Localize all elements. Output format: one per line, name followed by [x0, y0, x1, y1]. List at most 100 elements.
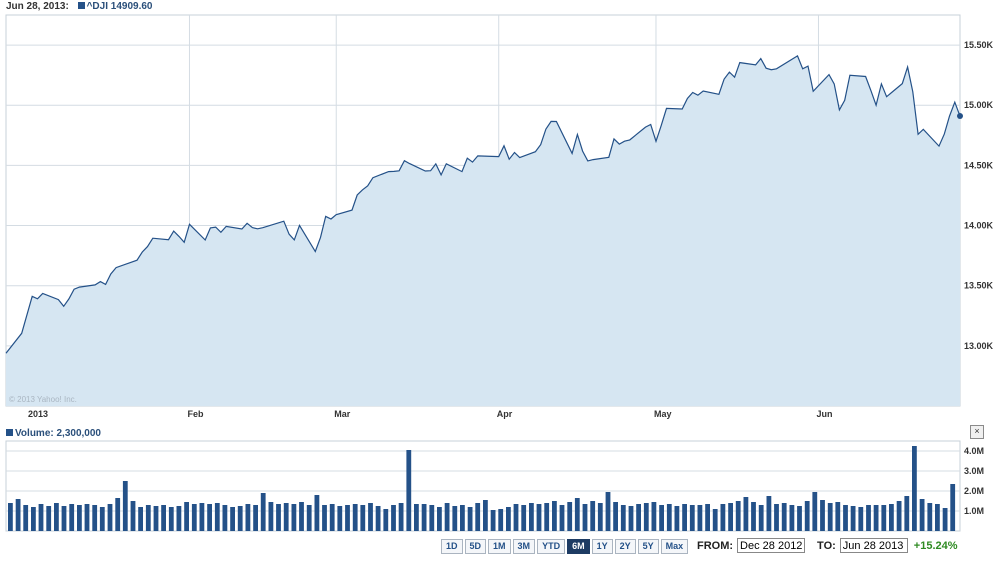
volume-tick-label: 1.0M	[964, 506, 984, 516]
volume-bar	[590, 501, 596, 531]
volume-bar	[873, 505, 879, 531]
volume-bar	[245, 504, 251, 531]
volume-bar	[214, 503, 220, 531]
range-button-5y[interactable]: 5Y	[637, 539, 659, 554]
to-date-input[interactable]	[839, 538, 908, 553]
volume-bar	[697, 505, 703, 531]
volume-bar	[858, 507, 864, 531]
volume-bar	[184, 502, 189, 531]
date-range-controls: FROM: TO: +15.24%	[697, 538, 958, 553]
volume-bar	[483, 500, 488, 531]
volume-bar	[283, 503, 289, 531]
range-button-max[interactable]: Max	[660, 539, 689, 554]
volume-bar	[38, 504, 44, 531]
volume-bar	[513, 504, 519, 531]
volume-bar	[605, 492, 611, 531]
volume-bar	[398, 503, 404, 531]
volume-bar	[253, 505, 258, 531]
volume-bar	[620, 505, 626, 531]
volume-bar	[222, 505, 228, 531]
volume-bar	[276, 504, 281, 531]
volume-bar	[69, 504, 75, 531]
x-tick-label: 2013	[28, 409, 48, 419]
volume-label: Volume: 2,300,000	[15, 428, 101, 439]
volume-bar	[766, 496, 772, 531]
volume-bar	[567, 502, 573, 531]
volume-bar	[322, 505, 327, 531]
volume-bar	[23, 505, 29, 531]
symbol-label: ^DJI 14909.60	[86, 1, 153, 12]
volume-bar	[329, 504, 335, 531]
y-tick-label: 13.50K	[964, 281, 994, 291]
from-date-input[interactable]	[737, 538, 806, 553]
volume-bar	[138, 507, 143, 531]
range-selector: 1D 5D 1M 3M YTD 6M 1Y 2Y 5Y Max	[441, 539, 689, 554]
volume-bar	[574, 498, 580, 531]
volume-bar	[352, 504, 358, 531]
range-button-6m[interactable]: 6M	[567, 539, 590, 554]
volume-bar	[107, 504, 113, 531]
volume-bar	[506, 507, 511, 531]
volume-bar	[827, 503, 833, 531]
volume-bar	[536, 504, 542, 531]
volume-bar	[912, 446, 917, 531]
range-button-2y[interactable]: 2Y	[614, 539, 636, 554]
volume-bar	[597, 503, 603, 531]
range-button-1y[interactable]: 1Y	[591, 539, 613, 554]
volume-bar	[46, 506, 52, 531]
volume-bar	[843, 505, 848, 531]
volume-bar	[889, 504, 894, 531]
volume-bar	[314, 495, 320, 531]
range-button-5d[interactable]: 5D	[464, 539, 487, 554]
range-button-1d[interactable]: 1D	[441, 539, 463, 554]
percent-change: +15.24%	[913, 539, 958, 552]
y-tick-label: 13.00K	[964, 341, 994, 351]
volume-bar	[582, 504, 588, 531]
volume-bar	[61, 506, 67, 531]
volume-bar	[781, 503, 787, 531]
volume-bar	[99, 507, 105, 531]
volume-y-axis: 1.0M 2.0M 3.0M 4.0M	[964, 446, 984, 516]
volume-bar	[161, 505, 166, 531]
volume-bar	[467, 507, 473, 531]
volume-bar	[15, 499, 21, 531]
volume-bar	[230, 507, 235, 531]
volume-bar	[490, 510, 496, 531]
volume-bar	[850, 506, 856, 531]
range-button-1m[interactable]: 1M	[488, 539, 511, 554]
volume-bar	[666, 504, 672, 531]
volume-bar	[92, 505, 98, 531]
volume-bar	[237, 506, 243, 531]
volume-bar	[613, 502, 618, 531]
volume-bar	[559, 505, 565, 531]
volume-bar	[789, 505, 795, 531]
x-tick-label: Mar	[334, 409, 351, 419]
volume-bar	[383, 509, 389, 531]
volume-bar	[207, 504, 212, 531]
volume-bar	[368, 503, 373, 531]
price-x-axis: 2013 Feb Mar Apr May Jun	[28, 409, 833, 419]
volume-bar	[299, 502, 304, 531]
volume-bar	[168, 507, 174, 531]
volume-bar	[145, 505, 151, 531]
volume-bar	[881, 505, 887, 531]
volume-bar	[375, 506, 381, 531]
series-swatch	[77, 2, 85, 9]
range-button-3m[interactable]: 3M	[512, 539, 536, 554]
last-price-marker	[957, 113, 963, 120]
range-button-ytd[interactable]: YTD	[537, 539, 566, 554]
close-volume-button[interactable]: ×	[970, 425, 984, 439]
volume-bar	[529, 503, 534, 531]
volume-bar	[797, 506, 802, 531]
volume-bar	[122, 481, 128, 531]
volume-bar	[176, 506, 182, 531]
volume-bar	[820, 500, 825, 531]
price-area	[6, 55, 960, 407]
volume-bar	[659, 505, 664, 531]
volume-bar	[84, 504, 90, 531]
y-tick-label: 14.50K	[964, 160, 994, 170]
volume-bar	[460, 505, 465, 531]
volume-bar	[643, 503, 649, 531]
volume-bar	[337, 506, 343, 531]
volume-bar	[804, 501, 810, 531]
